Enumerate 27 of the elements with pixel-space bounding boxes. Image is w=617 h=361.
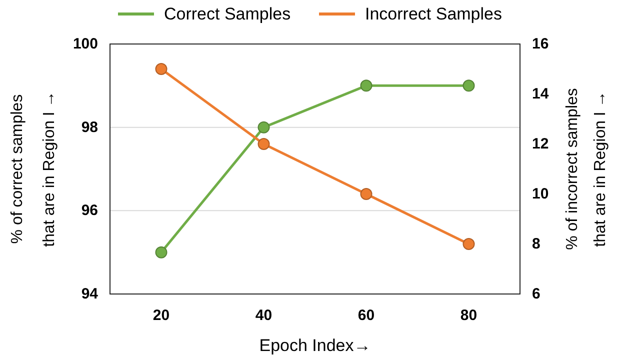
legend-label: Correct Samples [164,4,291,24]
point [155,246,168,258]
y-axis-title: % of correct samples that are in Region I → [9,91,58,247]
x-tick-label: 20 [152,307,170,324]
point [462,80,475,92]
x-axis-title: Epoch Index→ [259,336,371,355]
y2-tick-label: 14 [532,86,550,102]
y-tick-label: 100 [72,36,98,52]
point [258,121,270,134]
point [462,238,475,250]
y2-tick-label: 16 [532,36,549,52]
point [155,63,168,75]
y2-tick-label: 12 [532,136,549,152]
y-tick-label: 94 [81,286,99,302]
y2-tick-label: 10 [532,186,549,202]
legend-label: Incorrect Samples [365,4,502,24]
point [360,80,372,92]
x-tick-label: 40 [255,307,272,324]
x-tick-label: 80 [460,307,478,324]
y-tick-label: 98 [81,118,98,136]
y2-axis-title: % of incorrect samples that are in Region I → [564,88,609,250]
x-tick-label: 60 [358,307,375,324]
point [360,188,372,200]
y-tick-label: 96 [81,202,98,220]
y2-tick-label: 8 [532,236,540,252]
y2-tick-label: 6 [532,286,540,302]
point [258,138,270,150]
